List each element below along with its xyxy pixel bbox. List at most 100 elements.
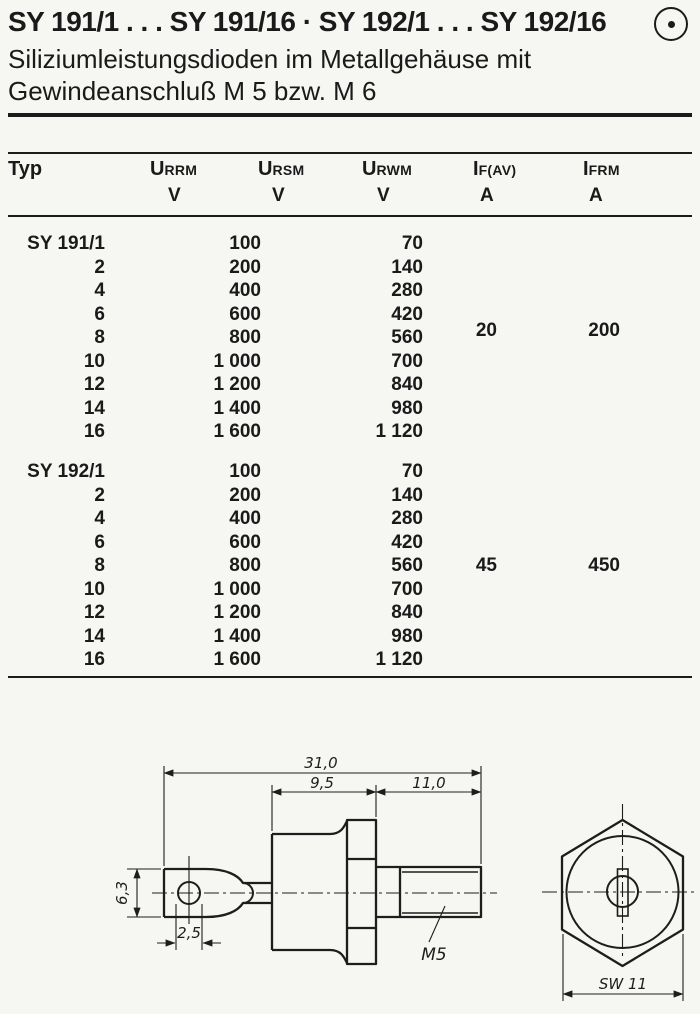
table-row: SY 192/1 100 70 [8,460,628,484]
voltage-urrm-ursm-cell: 400 [229,280,261,301]
type-cell: 10 [83,578,105,600]
circled-dot-center [667,20,675,28]
unit-urrm: V [168,185,181,206]
divider-rule-thick [8,113,692,117]
voltage-urrm-ursm-cell: 1 600 [213,421,261,442]
unit-ifrm: A [589,185,603,206]
voltage-urwm-cell: 700 [391,578,423,600]
table-row: 8 800 560 [8,554,628,578]
subscript: RWM [376,162,413,178]
terminal-lug-outline [162,867,272,919]
voltage-urrm-ursm-cell: 400 [229,508,261,529]
voltage-urrm-ursm-cell: 200 [229,484,261,506]
voltage-urrm-ursm-cell: 1 000 [213,578,261,600]
type-cell: SY 191/1 [27,233,105,254]
symbol: I [583,158,589,180]
diode-side-view-drawing: 31,0 9,5 11,0 6,3 2,5 M5 [113,754,497,966]
column-header-urrm: URRM [150,158,197,181]
hex-facet-lines [347,857,376,930]
diode-body-outline [270,820,349,964]
column-header-urwm: URWM [362,158,412,181]
voltage-urrm-ursm-cell: 200 [229,256,261,278]
page-title: SY 191/1 . . . SY 191/16 · SY 192/1 . . … [8,6,607,37]
subtitle-line-2: Gewindeanschluß M 5 bzw. M 6 [8,76,377,106]
voltage-urrm-ursm-cell: 800 [229,327,261,348]
table-row: 8 800 560 [8,326,628,350]
voltage-urwm-cell: 70 [401,461,423,482]
current-if-av-value: 45 [475,555,497,576]
type-cell: 6 [94,303,105,325]
subtitle-line-1: Siliziumleistungsdioden im Metallgehäuse… [8,44,532,74]
unit-urwm: V [377,185,390,206]
voltage-urwm-cell: 70 [401,233,423,254]
table-row: 12 1 200 840 [8,601,628,625]
voltage-urwm-cell: 560 [391,327,423,348]
type-cell: 14 [83,625,105,647]
type-cell: 14 [83,397,105,419]
voltage-urwm-cell: 1 120 [375,649,423,670]
type-cell: 16 [83,421,105,442]
type-cell: 4 [94,280,105,301]
m5-leader-line [428,905,446,943]
table-row: 14 1 400 980 [8,625,628,649]
hex-nut-outline [560,818,685,968]
dim-stud-label: 11,0 [412,774,445,792]
type-cell: 2 [94,484,105,506]
type-cell: 12 [83,602,105,623]
voltage-urrm-ursm-cell: 1 400 [213,625,261,647]
subscript: RRM [164,162,198,178]
voltage-urrm-ursm-cell: 1 600 [213,649,261,670]
symbol: U [258,158,273,180]
table-header-rule [8,215,692,217]
type-cell: 12 [83,374,105,395]
voltage-urwm-cell: 840 [391,374,423,395]
dim-lug-height-label: 6,3 [113,881,131,905]
circled-dot-icon [654,7,688,41]
symbol: U [150,158,165,180]
current-ifrm-value: 200 [588,320,620,341]
voltage-urwm-cell: 140 [391,484,423,506]
dim-hole-label: 2,5 [177,924,201,942]
subscript: FRM [588,162,620,178]
table-row: 4 400 280 [8,279,628,303]
type-cell: 2 [94,256,105,278]
voltage-urwm-cell: 980 [391,397,423,419]
voltage-urrm-ursm-cell: 800 [229,555,261,576]
column-header-ifrm: IFRM [583,158,620,181]
current-ifrm-value: 450 [588,555,620,576]
slot-hatched [616,868,629,917]
table-row: 2 200 140 [8,484,628,508]
table-row: 10 1 000 700 [8,578,628,602]
table-row: 12 1 200 840 [8,373,628,397]
unit-ifav: A [480,185,494,206]
threaded-stud-outline [376,865,483,919]
voltage-urwm-cell: 280 [391,508,423,529]
voltage-urrm-ursm-cell: 1 200 [213,374,261,395]
voltage-urrm-ursm-cell: 600 [229,531,261,553]
voltage-urrm-ursm-cell: 100 [229,233,261,254]
voltage-urwm-cell: 420 [391,303,423,325]
hex-flange [345,818,378,966]
dim-body-label: 9,5 [310,774,334,792]
column-header-ursm: URSM [258,158,304,181]
table-row: 16 1 600 1 120 [8,648,628,672]
voltage-urwm-cell: 280 [391,280,423,301]
table-row: 6 600 420 [8,531,628,555]
voltage-urwm-cell: 1 120 [375,421,423,442]
type-cell: 6 [94,531,105,553]
stud-circle [606,875,639,908]
voltage-urwm-cell: 980 [391,625,423,647]
unit-ursm: V [272,185,285,206]
voltage-urwm-cell: 840 [391,602,423,623]
voltage-urrm-ursm-cell: 1 000 [213,350,261,372]
type-cell: 4 [94,508,105,529]
type-cell: 8 [94,555,105,576]
diode-end-view-drawing: SW 11 [542,804,697,1001]
table-row: SY 191/1 100 70 [8,232,628,256]
current-if-av-value: 20 [475,320,497,341]
symbol: I [473,158,479,180]
subscript: F(AV) [478,162,517,178]
